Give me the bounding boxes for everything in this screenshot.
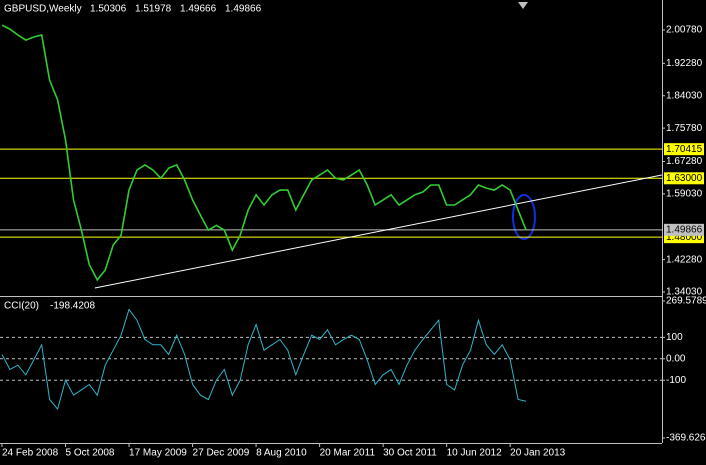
y-tick-label: 1.42280 — [666, 254, 703, 265]
price-label-box — [664, 223, 704, 236]
ohlc-value: 1.51978 — [135, 4, 172, 15]
y-tick-label: 1.75780 — [666, 123, 703, 134]
series-line — [1, 24, 527, 282]
y-tick-label: 2.00780 — [666, 25, 703, 36]
x-tick-label: 20 Jan 2013 — [510, 448, 565, 459]
plot: 1.50306 1.51978 1.49666 1.49866 -198.4208 2.0… — [0, 4, 706, 459]
y-tick-label: 1.92280 — [666, 58, 703, 69]
y-tick-label: 269.5789 — [666, 296, 706, 307]
shift-marker — [518, 2, 528, 9]
ohlc-value: 1.49866 — [225, 4, 262, 15]
symbol-title: GBPUSD,Weekly — [4, 4, 82, 15]
x-tick-label: 27 Dec 2009 — [193, 448, 250, 459]
x-tick-label: 5 Oct 2008 — [66, 448, 115, 459]
y-tick-label: 1.59030 — [666, 189, 703, 200]
y-tick-label: -369.6264 — [666, 433, 706, 444]
series-line — [1, 308, 527, 411]
price-label-box — [664, 143, 704, 156]
ohlc-value: 1.49666 — [180, 4, 217, 15]
x-tick-label: 8 Aug 2010 — [256, 448, 307, 459]
highlight-ellipse — [512, 194, 536, 240]
x-tick-label: 17 May 2009 — [129, 448, 187, 459]
x-tick-label: 20 Mar 2011 — [320, 448, 376, 459]
x-tick-label: 10 Jun 2012 — [447, 448, 502, 459]
y-tick-label: 1.67280 — [666, 156, 703, 167]
price-label: 1.63000 — [666, 173, 703, 184]
price-label: 1.70415 — [666, 144, 703, 155]
x-tick-label: 30 Oct 2011 — [383, 448, 437, 459]
x-tick-label: 24 Feb 2008 — [2, 448, 59, 459]
cci-value: -198.4208 — [50, 301, 95, 312]
price-label: 1.48000 — [666, 232, 703, 243]
y-tick-label: 1.34030 — [666, 287, 703, 298]
cci-title: CCI(20) — [4, 301, 39, 312]
y-tick-label: 100 — [666, 332, 683, 343]
price-label: 1.49866 — [666, 224, 703, 235]
y-tick-label: -100 — [666, 375, 686, 386]
trendline — [94, 174, 662, 289]
y-tick-label: 1.84030 — [666, 90, 703, 101]
ohlc-value: 1.50306 — [90, 4, 127, 15]
price-label-box — [664, 172, 704, 185]
y-tick-label: 0.00 — [666, 353, 686, 364]
